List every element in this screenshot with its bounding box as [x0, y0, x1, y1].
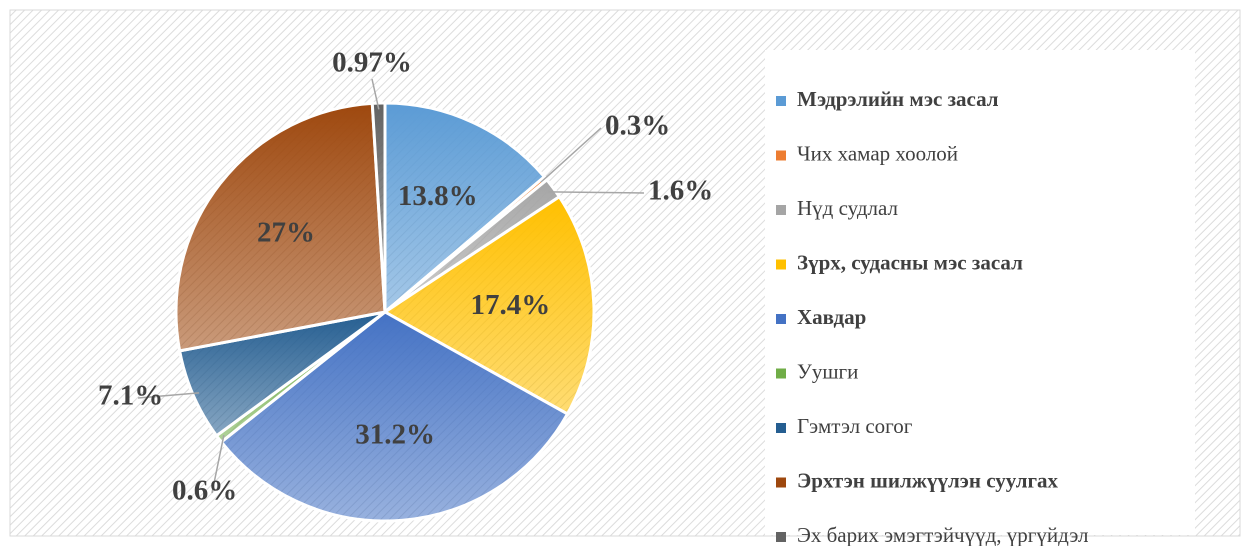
pie-slice — [219, 310, 570, 523]
legend-marker — [776, 423, 786, 433]
legend-marker — [776, 368, 786, 379]
data-label: 27% — [257, 217, 315, 249]
data-label: 31.2% — [355, 419, 435, 451]
pie-slice — [383, 101, 547, 316]
data-label: 13.8% — [398, 180, 478, 212]
legend-label: Эрхтэн шилжүүлэн суулгах — [797, 468, 1059, 492]
legend-label: Гэмтэл согог — [797, 414, 913, 438]
legend-label: Эх барих эмэгтэйчүүд, үргүйдэл — [797, 523, 1088, 546]
data-label: 0.97% — [332, 47, 412, 79]
leader-line — [548, 191, 645, 194]
legend-label: Нүд судлал — [797, 196, 898, 220]
data-label: 17.4% — [470, 289, 550, 321]
legend-label: Зүрх, судасны мэс засал — [797, 250, 1023, 274]
legend-marker — [776, 259, 786, 270]
legend-marker — [776, 205, 786, 215]
legend-marker — [776, 96, 786, 106]
legend-label: Уушги — [797, 359, 858, 383]
leader-line — [371, 78, 380, 110]
leader-line — [540, 127, 602, 183]
legend-label: Хавдар — [797, 305, 866, 329]
data-label: 7.1% — [98, 380, 163, 412]
legend-marker — [776, 532, 786, 542]
legend-marker — [776, 477, 786, 488]
legend-label: Чих хамар хоолой — [797, 141, 958, 165]
pie-slice — [174, 101, 387, 353]
pie-slice — [370, 101, 387, 313]
data-label: 1.6% — [648, 175, 713, 207]
legend-marker — [776, 150, 786, 161]
data-label: 0.3% — [605, 110, 670, 142]
data-label: 0.6% — [172, 475, 237, 507]
leader-line — [137, 392, 200, 399]
legend-marker — [776, 314, 786, 324]
leader-line — [211, 434, 225, 494]
legend-box — [765, 50, 1195, 535]
legend-label: Мэдрэлийн мэс засал — [797, 87, 999, 111]
pie-slice — [382, 194, 596, 416]
